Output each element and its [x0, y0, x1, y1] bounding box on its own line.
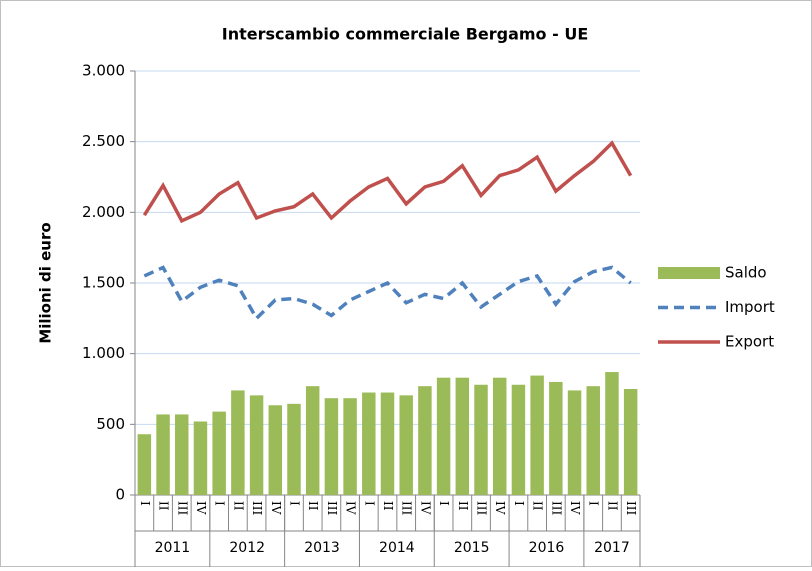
y-tick-label: 500 [96, 415, 125, 433]
bar [193, 421, 208, 495]
legend-label: Export [725, 333, 774, 351]
x-tick-label: III [549, 501, 563, 515]
bar [399, 395, 413, 495]
bar [549, 381, 563, 495]
x-tick-label: III [250, 501, 264, 515]
bar [156, 414, 170, 495]
x-tick-label: I [362, 501, 376, 506]
x-tick-label: IV [493, 501, 507, 515]
x-tick-label: III [624, 501, 638, 515]
x-tick-label: II [531, 501, 545, 511]
x-tick-label: III [325, 501, 339, 515]
x-tick-label: IV [568, 501, 582, 515]
x-tick-label: I [512, 501, 526, 506]
bar [268, 405, 283, 495]
bar [418, 386, 432, 495]
x-tick-label: IV [344, 501, 358, 515]
bar [305, 386, 320, 495]
y-tick-label: 3.000 [82, 62, 125, 80]
bar [175, 414, 189, 495]
x-group-label: 2017 [594, 540, 630, 556]
legend-swatch [658, 267, 720, 279]
x-tick-label: I [287, 501, 301, 506]
x-tick-label: I [138, 501, 152, 506]
x-tick-label: II [605, 501, 619, 511]
x-tick-label: III [475, 501, 489, 515]
bar [362, 392, 376, 495]
bar [287, 403, 301, 495]
x-tick-label: IV [418, 501, 432, 515]
chart-title: Interscambio commerciale Bergamo - UE [222, 25, 589, 44]
bar [380, 392, 395, 495]
bar [530, 375, 544, 495]
legend-label: Saldo [725, 264, 767, 282]
bar [249, 395, 264, 495]
bar [605, 372, 619, 495]
x-group-label: 2014 [379, 540, 415, 556]
x-group-label: 2015 [454, 540, 490, 556]
bar [586, 386, 600, 495]
bar [511, 384, 526, 495]
x-group-label: 2016 [529, 540, 565, 556]
x-tick-label: II [306, 501, 320, 511]
y-tick-label: 1.000 [82, 344, 125, 362]
line [142, 140, 633, 224]
x-tick-label: II [381, 501, 395, 511]
x-tick-label: II [157, 501, 171, 511]
bar [436, 377, 451, 495]
x-tick-label: I [437, 501, 451, 506]
bar [324, 398, 339, 495]
x-tick-label: IV [269, 501, 283, 515]
line [143, 265, 632, 322]
y-tick-label: 2.500 [82, 132, 125, 150]
bar [343, 398, 357, 495]
y-tick-label: 2.000 [82, 203, 125, 221]
bar [623, 389, 638, 495]
bar [567, 390, 582, 495]
y-axis-label: Milioni di euro [37, 222, 55, 343]
bar [492, 377, 507, 495]
x-group-label: 2013 [304, 540, 340, 556]
x-tick-label: II [231, 501, 245, 511]
bar [212, 411, 226, 495]
bar [137, 434, 152, 495]
y-tick-label: 1.500 [82, 274, 125, 292]
x-tick-label: IV [194, 501, 208, 515]
bar [455, 377, 470, 495]
x-tick-label: III [175, 501, 189, 515]
x-tick-label: I [213, 501, 227, 506]
x-tick-label: I [587, 501, 601, 506]
x-tick-label: II [456, 501, 470, 511]
x-group-label: 2011 [155, 540, 191, 556]
y-tick-label: 0 [115, 486, 125, 504]
bar [231, 390, 245, 495]
x-tick-label: III [400, 501, 414, 515]
legend-label: Import [725, 298, 775, 316]
bar [474, 384, 488, 495]
x-group-label: 2012 [229, 540, 265, 556]
